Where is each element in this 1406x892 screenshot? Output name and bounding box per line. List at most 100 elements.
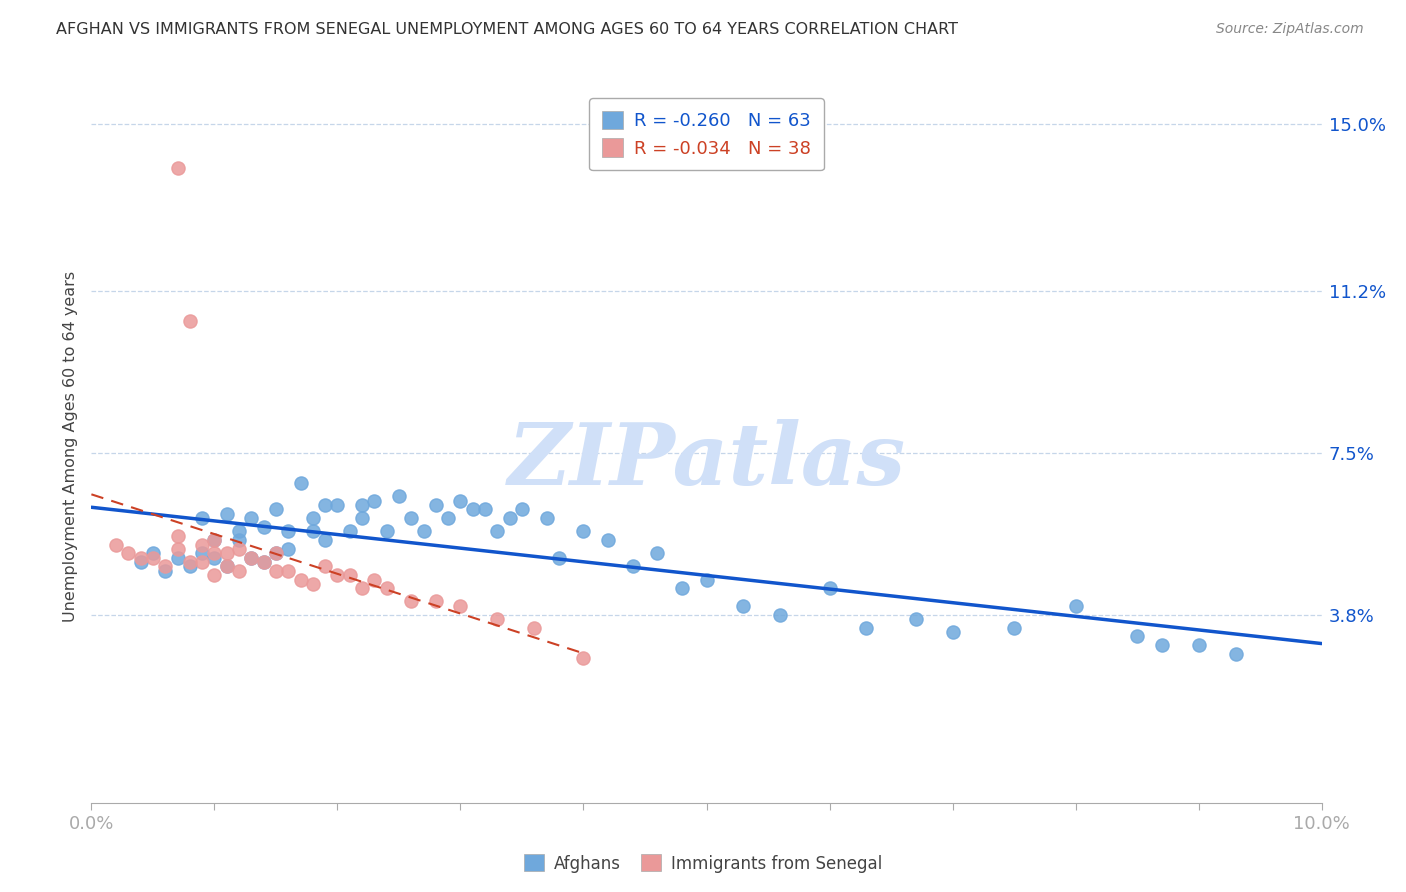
Point xyxy=(363,493,385,508)
Point xyxy=(253,520,276,534)
Point xyxy=(769,607,792,622)
Point xyxy=(314,559,336,574)
Point xyxy=(486,524,509,539)
Point xyxy=(253,555,276,569)
Point xyxy=(399,594,422,608)
Point xyxy=(375,582,398,596)
Point xyxy=(166,550,188,565)
Point xyxy=(228,524,250,539)
Point xyxy=(153,559,177,574)
Point xyxy=(129,555,152,569)
Point xyxy=(510,502,533,516)
Point xyxy=(1150,638,1173,652)
Text: ZIPatlas: ZIPatlas xyxy=(508,418,905,502)
Point xyxy=(645,546,668,560)
Legend: Afghans, Immigrants from Senegal: Afghans, Immigrants from Senegal xyxy=(517,847,889,880)
Point xyxy=(166,161,188,175)
Point xyxy=(363,573,385,587)
Point xyxy=(301,577,323,591)
Point xyxy=(696,573,718,587)
Point xyxy=(153,564,177,578)
Point xyxy=(228,564,250,578)
Point xyxy=(326,568,349,582)
Point xyxy=(412,524,434,539)
Legend: R = -0.260   N = 63, R = -0.034   N = 38: R = -0.260 N = 63, R = -0.034 N = 38 xyxy=(589,98,824,170)
Point xyxy=(1126,629,1149,643)
Text: AFGHAN VS IMMIGRANTS FROM SENEGAL UNEMPLOYMENT AMONG AGES 60 TO 64 YEARS CORRELA: AFGHAN VS IMMIGRANTS FROM SENEGAL UNEMPL… xyxy=(56,22,959,37)
Point xyxy=(523,621,546,635)
Point xyxy=(202,533,225,548)
Point xyxy=(621,559,644,574)
Point xyxy=(437,511,460,525)
Point xyxy=(301,524,323,539)
Point xyxy=(264,546,287,560)
Point xyxy=(388,489,411,503)
Point xyxy=(290,573,312,587)
Point xyxy=(191,555,214,569)
Point xyxy=(240,550,263,565)
Y-axis label: Unemployment Among Ages 60 to 64 years: Unemployment Among Ages 60 to 64 years xyxy=(62,270,77,622)
Point xyxy=(253,555,276,569)
Point xyxy=(202,546,225,560)
Point xyxy=(474,502,496,516)
Point xyxy=(277,524,299,539)
Point xyxy=(904,612,927,626)
Point xyxy=(596,533,619,548)
Point xyxy=(547,550,569,565)
Point xyxy=(166,541,188,556)
Point xyxy=(191,537,214,551)
Point xyxy=(339,524,361,539)
Point xyxy=(818,582,841,596)
Point xyxy=(129,550,152,565)
Point xyxy=(215,507,238,521)
Point xyxy=(399,511,422,525)
Point xyxy=(572,524,595,539)
Point xyxy=(202,568,225,582)
Point xyxy=(215,559,238,574)
Point xyxy=(339,568,361,582)
Point xyxy=(855,621,877,635)
Point xyxy=(202,533,225,548)
Point xyxy=(264,546,287,560)
Point xyxy=(326,498,349,512)
Point xyxy=(215,559,238,574)
Point xyxy=(350,582,373,596)
Point xyxy=(117,546,139,560)
Point xyxy=(191,511,214,525)
Point xyxy=(166,529,188,543)
Point xyxy=(314,533,336,548)
Point xyxy=(202,550,225,565)
Point xyxy=(350,498,373,512)
Point xyxy=(449,599,471,613)
Point xyxy=(1002,621,1025,635)
Point xyxy=(486,612,509,626)
Point xyxy=(277,541,299,556)
Point xyxy=(449,493,471,508)
Point xyxy=(536,511,558,525)
Point xyxy=(277,564,299,578)
Point xyxy=(240,511,263,525)
Point xyxy=(264,564,287,578)
Text: Source: ZipAtlas.com: Source: ZipAtlas.com xyxy=(1216,22,1364,37)
Point xyxy=(179,555,201,569)
Point xyxy=(179,559,201,574)
Point xyxy=(425,594,447,608)
Point xyxy=(1225,647,1247,661)
Point xyxy=(461,502,484,516)
Point xyxy=(942,625,965,640)
Point xyxy=(228,541,250,556)
Point xyxy=(142,546,165,560)
Point xyxy=(142,550,165,565)
Point xyxy=(671,582,693,596)
Point xyxy=(733,599,755,613)
Point xyxy=(191,546,214,560)
Point xyxy=(179,314,201,328)
Point xyxy=(105,537,127,551)
Point xyxy=(1187,638,1209,652)
Point xyxy=(301,511,323,525)
Point xyxy=(572,651,595,665)
Point xyxy=(228,533,250,548)
Point xyxy=(290,476,312,491)
Point xyxy=(498,511,520,525)
Point xyxy=(375,524,398,539)
